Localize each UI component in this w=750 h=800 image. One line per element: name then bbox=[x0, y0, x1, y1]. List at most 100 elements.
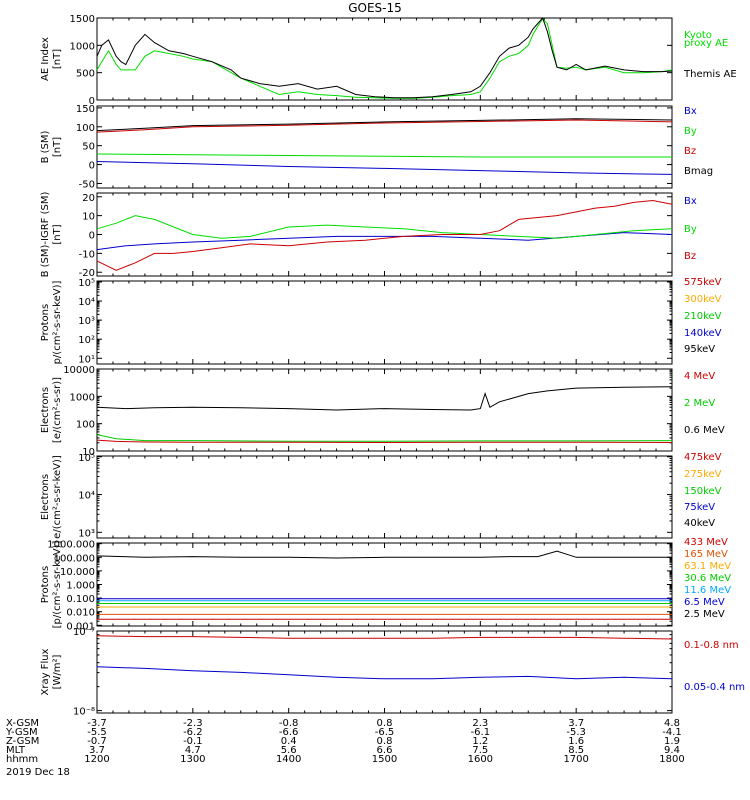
panel-0-legend-1: proxy AE bbox=[684, 38, 728, 49]
panel-6-legend-4: 11.6 MeV bbox=[684, 585, 731, 596]
panel-0-ylabel: [nT] bbox=[52, 49, 63, 69]
panel-5-ylabel: Electrons bbox=[40, 474, 51, 520]
panel-5-legend-3: 75keV bbox=[684, 502, 715, 513]
panel-1-ylabel: [nT] bbox=[52, 137, 63, 157]
panel-7-ytick-label: 10⁻⁷ bbox=[73, 627, 95, 638]
xaxis-row-label: MLT bbox=[6, 745, 26, 756]
xaxis-row-value: 1300 bbox=[180, 754, 205, 765]
panel-6-ytick-label: 10.000 bbox=[60, 567, 95, 578]
xaxis-row-value: 3.7 bbox=[89, 745, 105, 756]
panel-6-legend-5: 6.5 MeV bbox=[684, 597, 725, 608]
xaxis-row-value: -0.1 bbox=[183, 736, 203, 747]
panel-1-series-0 bbox=[96, 161, 673, 175]
xaxis-row-value: 7.5 bbox=[472, 745, 488, 756]
chart-title: GOES-15 bbox=[348, 1, 402, 15]
panel-5-ylabel: e/(cm²-s-sr-keV)] bbox=[52, 455, 63, 539]
panel-6-legend-0: 433 MeV bbox=[684, 537, 728, 548]
xaxis-row-value: 1500 bbox=[372, 754, 397, 765]
panel-1-legend-3: Bmag bbox=[684, 166, 713, 177]
panel-3-legend-2: 210keV bbox=[684, 311, 722, 322]
panel-3-ytick-label: 10⁴ bbox=[78, 297, 95, 308]
xaxis-row-value: 1200 bbox=[84, 754, 109, 765]
panel-3-legend-0: 575keV bbox=[684, 277, 722, 288]
xaxis-row-value: -6.5 bbox=[375, 727, 395, 738]
panel-2-legend-1: By bbox=[684, 224, 697, 235]
xaxis-row-label: hhmm bbox=[6, 754, 38, 765]
panel-6-series-0 bbox=[96, 550, 672, 559]
panel-2-ytick-label: 10 bbox=[82, 212, 95, 223]
xaxis-row-label: X-GSM bbox=[6, 718, 39, 729]
xaxis-row-value: 1.6 bbox=[568, 736, 584, 747]
panel-3-ytick-label: 10² bbox=[78, 335, 95, 346]
panel-7-legend-3: 0.05-0.4 nm bbox=[684, 682, 745, 693]
panel-7-series-0 bbox=[96, 635, 673, 640]
panel-7-series-1 bbox=[96, 666, 673, 680]
xaxis-row-value: -3.7 bbox=[87, 718, 107, 729]
panel-7-ylabel: Xray Flux bbox=[40, 648, 51, 695]
panel-7-frame bbox=[96, 630, 673, 714]
panel-5-ytick-label: 10⁴ bbox=[78, 491, 95, 502]
panel-0-ytick-label: 1000 bbox=[70, 41, 95, 52]
panel-1-ytick-label: -50 bbox=[79, 179, 95, 190]
panel-6-ylabel: [p/(cm²-s-sr-keV)] bbox=[52, 541, 63, 629]
panel-4-ylabel: [e/(cm²-s-sr)] bbox=[52, 377, 63, 443]
panel-0-ylabel: AE Index bbox=[40, 37, 51, 81]
panel-6-frame bbox=[96, 542, 673, 627]
panel-0-ytick-label: 500 bbox=[76, 69, 95, 80]
panel-3-ytick-label: 10⁵ bbox=[78, 278, 95, 289]
panel-4-frame bbox=[96, 368, 673, 452]
panel-4-series-0 bbox=[96, 386, 673, 411]
panel-2-series-1 bbox=[96, 215, 673, 239]
xaxis-row-value: -6.6 bbox=[279, 727, 299, 738]
panel-1-legend-1: By bbox=[684, 126, 697, 137]
panel-0-series-0 bbox=[96, 18, 673, 99]
panel-3-legend-3: 140keV bbox=[684, 328, 722, 339]
panel-1-series-3 bbox=[96, 118, 673, 132]
xaxis-row-label: Z-GSM bbox=[6, 736, 39, 747]
panel-2-ylabel: B (SM)-IGRF (SM) bbox=[40, 192, 51, 278]
panel-0-frame bbox=[96, 17, 673, 101]
xaxis-row-value: 4.7 bbox=[185, 745, 201, 756]
panel-6-ytick-label: 1.000 bbox=[66, 581, 95, 592]
panel-4-series-1 bbox=[96, 434, 673, 442]
panel-5-frame bbox=[96, 455, 673, 539]
panel-4-ytick-label: 1000 bbox=[70, 392, 95, 403]
panel-3-ytick-label: 10³ bbox=[78, 316, 95, 327]
panel-0-ytick-label: 1500 bbox=[70, 14, 95, 25]
panel-1-ytick-label: 150 bbox=[76, 104, 95, 115]
panel-1-ytick-label: 0 bbox=[89, 161, 95, 172]
panel-0-ytick-label: 0 bbox=[89, 96, 95, 107]
panel-4-ytick-label: 100 bbox=[76, 420, 95, 431]
panel-2-ytick-label: 0 bbox=[89, 231, 95, 242]
panel-1-legend-0: Bx bbox=[684, 106, 697, 117]
xaxis-row-value: 1800 bbox=[659, 754, 684, 765]
panel-6-ytick-label: 0.010 bbox=[66, 608, 95, 619]
xaxis-row-value: 1600 bbox=[468, 754, 493, 765]
panel-2-ytick-label: -10 bbox=[79, 249, 95, 260]
panel-0-series-1 bbox=[96, 17, 673, 99]
xaxis-row-value: -0.7 bbox=[87, 736, 107, 747]
xaxis-row-value: 0.4 bbox=[281, 736, 297, 747]
xaxis-row-value: -4.1 bbox=[662, 727, 682, 738]
date-label: 2019 Dec 18 bbox=[6, 767, 70, 778]
panel-4-legend-2: 0.6 MeV bbox=[684, 425, 725, 436]
xaxis-row-value: 1700 bbox=[563, 754, 588, 765]
xaxis-row-value: 5.6 bbox=[281, 745, 297, 756]
panel-7-legend-1: 0.1-0.8 nm bbox=[684, 640, 739, 651]
panel-5-legend-0: 475keV bbox=[684, 452, 722, 463]
panel-1-ytick-label: 100 bbox=[76, 123, 95, 134]
xaxis-row-label: Y-GSM bbox=[5, 727, 38, 738]
panel-0-legend-3: Themis AE bbox=[683, 69, 737, 80]
panel-4-ytick-label: 10000 bbox=[63, 365, 95, 376]
panel-2-legend-0: Bx bbox=[684, 196, 697, 207]
xaxis-row-value: 0.8 bbox=[377, 736, 393, 747]
panel-6-ytick-label: 0.100 bbox=[66, 594, 95, 605]
panel-3-legend-4: 95keV bbox=[684, 344, 715, 355]
panel-6-legend-1: 165 MeV bbox=[684, 549, 728, 560]
panel-6-ytick-label: 0.001 bbox=[66, 621, 95, 632]
xaxis-row-value: 1.9 bbox=[664, 736, 680, 747]
panel-1-legend-2: Bz bbox=[684, 146, 696, 157]
panel-6-legend-2: 63.1 MeV bbox=[684, 561, 731, 572]
panel-3-legend-1: 300keV bbox=[684, 294, 722, 305]
